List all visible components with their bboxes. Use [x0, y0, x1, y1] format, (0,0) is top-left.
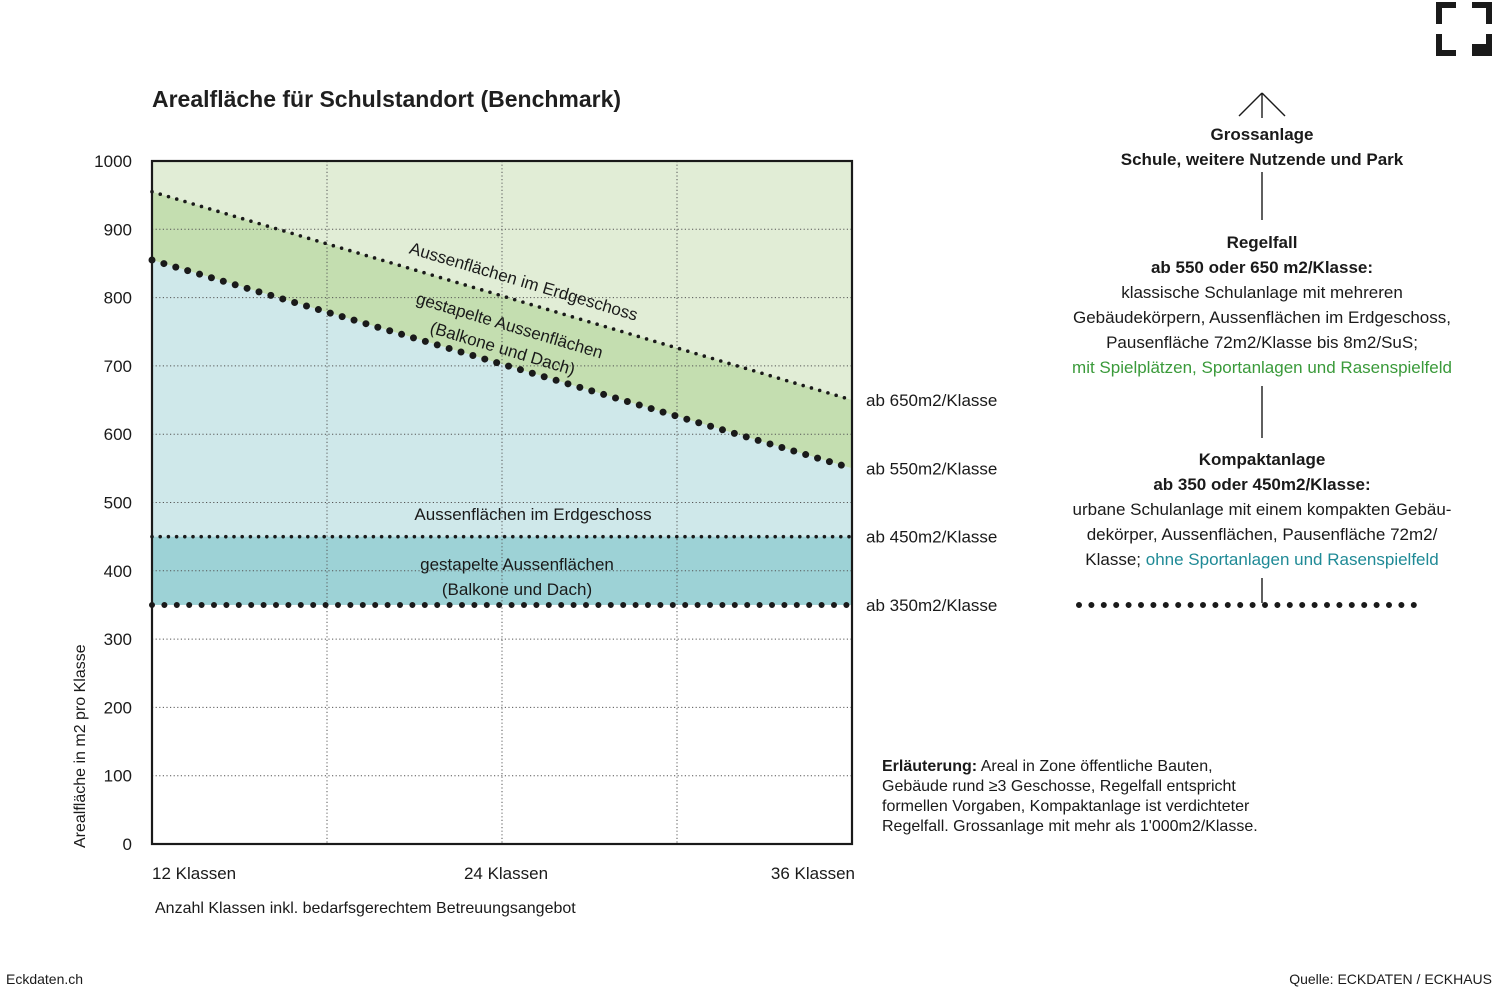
chart-areas: [152, 161, 852, 605]
y-axis-label: Arealfläche in m2 pro Klasse: [72, 644, 89, 848]
gross-arrow-right: [1261, 92, 1286, 117]
chart-grid: [152, 161, 852, 844]
x-tick-label: 24 Klassen: [464, 864, 548, 883]
series-label: ab 550m2/Klasse: [866, 459, 997, 478]
y-tick-label: 1000: [94, 152, 132, 171]
kompakt-line-1: urbane Schulanlage mit einem kompakten G…: [1072, 500, 1452, 519]
x-axis-ticks: 12 Klassen 24 Klassen 36 Klassen: [152, 864, 855, 883]
footer-site: Eckdaten.ch: [6, 971, 84, 987]
gross-subtitle: Schule, weitere Nutzende und Park: [1120, 150, 1404, 169]
regel-title: Regelfall: [1226, 233, 1298, 252]
series-line-0: [150, 189, 854, 402]
note-line-3: formellen Vorgaben, Kompaktanlage ist ve…: [882, 798, 1250, 815]
y-tick-label: 300: [104, 630, 132, 649]
gross-title: Grossanlage: [1210, 125, 1314, 144]
plot-frame: [150, 159, 854, 846]
chart-frame: [150, 159, 854, 846]
regel-line-4: mit Spielplätzen, Sportanlagen und Rasen…: [1072, 358, 1452, 377]
y-tick-label: 400: [104, 562, 132, 581]
x-axis-label: Anzahl Klassen inkl. bedarfsgerechtem Be…: [155, 900, 576, 917]
y-tick-label: 600: [104, 425, 132, 444]
kompakt-line-3b: ohne Sportanlagen und Rasenspielfeld: [1145, 550, 1439, 569]
y-axis-ticks: 0 100 200 300 400 500 600 700 800 900 1000: [94, 152, 132, 854]
y-tick-label: 700: [104, 357, 132, 376]
side-connectors: [1238, 92, 1286, 603]
series-line-1: [148, 256, 856, 472]
zone-label-lower: Aussenflächen im Erdgeschoss: [414, 505, 651, 524]
regel-subtitle: ab 550 oder 650 m2/Klasse:: [1150, 258, 1374, 277]
series-label: ab 650m2/Klasse: [866, 391, 997, 410]
chart-title: Arealfläche für Schulstandort (Benchmark…: [152, 86, 622, 112]
footer-source: Quelle: ECKDATEN / ECKHAUS: [1289, 971, 1492, 987]
chart-series-lines: [148, 189, 856, 608]
regel-line-2: Gebäudekörpern, Aussenflächen im Erdgesc…: [1072, 308, 1451, 327]
y-tick-label: 100: [104, 767, 132, 786]
y-tick-label: 500: [104, 494, 132, 513]
side-gross: Grossanlage Schule, weitere Nutzende und…: [1062, 122, 1462, 172]
series-label: ab 350m2/Klasse: [866, 596, 997, 615]
kompakt-line-2: dekörper, Aussenflächen, Pausenfläche 72…: [1086, 525, 1438, 544]
kompakt-title: Kompaktanlage: [1198, 450, 1326, 469]
y-tick-label: 800: [104, 289, 132, 308]
note-line-1: Areal in Zone öffentliche Bauten,: [977, 758, 1213, 775]
note-bold: Erläuterung:: [882, 758, 978, 775]
y-tick-label: 0: [123, 835, 132, 854]
explanation-note: Erläuterung: Areal in Zone öffentliche B…: [882, 757, 1302, 837]
x-tick-label: 36 Klassen: [771, 864, 855, 883]
eckdaten-logo: [1436, 2, 1492, 56]
side-regelfall: Regelfall ab 550 oder 650 m2/Klasse: kla…: [1012, 230, 1502, 380]
x-tick-label: 12 Klassen: [152, 864, 236, 883]
kompakt-subtitle: ab 350 oder 450m2/Klasse:: [1153, 475, 1371, 494]
zone-label-lower: (Balkone und Dach): [442, 580, 592, 599]
series-labels: ab 650m2/Klasse ab 550m2/Klasse ab 450m2/K…: [866, 391, 997, 615]
y-tick-label: 200: [104, 698, 132, 717]
y-tick-label: 900: [104, 220, 132, 239]
series-label: ab 450m2/Klasse: [866, 528, 997, 547]
gross-arrow-left: [1238, 92, 1263, 117]
regel-line-1: klassische Schulanlage mit mehreren: [1121, 283, 1403, 302]
note-line-4: Regelfall. Grossanlage mit mehr als 1'00…: [882, 818, 1258, 835]
kompakt-line-3a: Klasse;: [1085, 550, 1146, 569]
regel-line-3: Pausenfläche 72m2/Klasse bis 8m2/SuS;: [1106, 333, 1418, 352]
zone-label-lower: gestapelte Aussenflächen: [420, 555, 614, 574]
note-line-2: Gebäude rund ≥3 Geschosse, Regelfall ent…: [882, 778, 1236, 795]
side-kompakt: Kompaktanlage ab 350 oder 450m2/Klasse: …: [1012, 447, 1502, 572]
